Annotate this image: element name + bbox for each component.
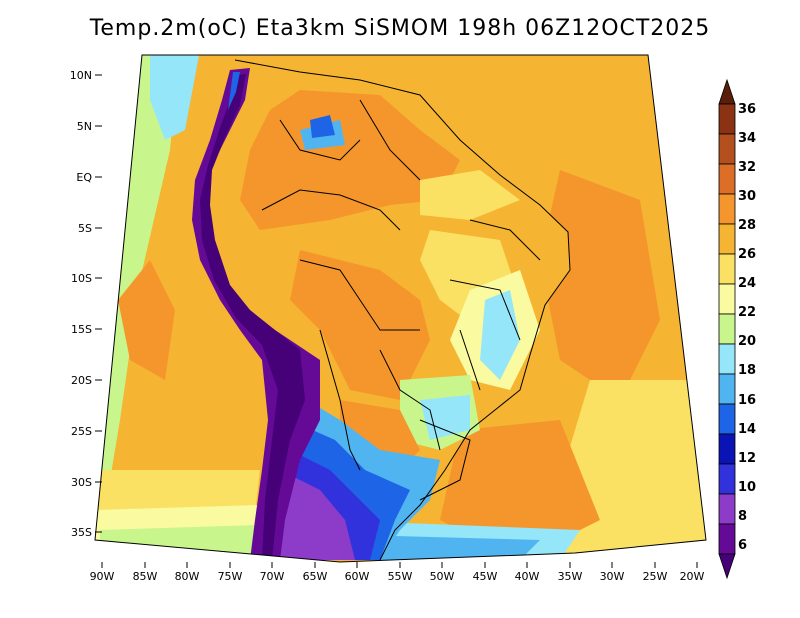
map-title: Temp.2m(oC) Eta3km SiSMOM 198h 06Z12OCT2… [89,16,711,41]
lon-label: 50W [430,570,455,583]
colorbar-label: 18 [738,363,756,378]
lon-label: 70W [260,570,285,583]
lat-label: 10N [70,69,92,82]
colorbar-segments [718,78,736,580]
lon-label: 35W [558,570,583,583]
longitude-axis: 90W 85W 80W 75W 70W 65W 60W 55W 50W 45W … [90,562,705,583]
colorbar-segment [718,223,736,255]
lon-label: 45W [473,570,498,583]
colorbar-label: 6 [738,538,747,553]
lon-label: 90W [90,570,115,583]
lat-label: 10S [71,272,92,285]
lat-label: 15S [71,323,92,336]
lon-label: 60W [345,570,370,583]
lat-label: 25S [71,425,92,438]
colorbar-segment [718,78,736,105]
lat-label: 5S [78,222,92,235]
colorbar-segment [718,493,736,525]
colorbar-label: 12 [738,451,756,466]
colorbar-segment [718,343,736,375]
colorbar-segment [718,163,736,195]
colorbar-label: 32 [738,160,756,175]
lat-label: 30S [71,476,92,489]
colorbar-label: 14 [738,422,756,437]
colorbar-segment [718,523,736,555]
lat-label: EQ [76,171,92,184]
colorbar: 36 34 32 30 28 26 24 22 20 18 16 14 12 1… [718,78,756,580]
colorbar-label: 16 [738,393,756,408]
colorbar-label: 26 [738,247,756,262]
colorbar-segment [718,193,736,225]
colorbar-label: 34 [738,131,756,146]
colorbar-segment [718,283,736,315]
colorbar-segment [718,433,736,465]
lon-label: 40W [515,570,540,583]
map-field [95,55,706,562]
colorbar-label: 28 [738,218,756,233]
lat-label: 20S [71,374,92,387]
lon-label: 75W [218,570,243,583]
colorbar-label: 8 [738,509,747,524]
lon-label: 30W [600,570,625,583]
map-frame [94,54,707,563]
colorbar-label: 22 [738,305,756,320]
country-borders [234,59,571,561]
colorbar-label: 20 [738,334,756,349]
lon-label: 25W [643,570,668,583]
colorbar-label: 30 [738,189,756,204]
colorbar-segment [718,463,736,495]
lon-label: 20W [680,570,705,583]
colorbar-label: 10 [738,480,756,495]
lon-label: 55W [388,570,413,583]
lon-label: 85W [133,570,158,583]
colorbar-segment [718,103,736,135]
lat-label: 35S [71,526,92,539]
colorbar-segment [718,403,736,435]
colorbar-segment [718,133,736,165]
colorbar-labels: 36 34 32 30 28 26 24 22 20 18 16 14 12 1… [738,102,756,553]
lon-label: 65W [303,570,328,583]
colorbar-label: 24 [738,276,756,291]
colorbar-segment [718,253,736,285]
colorbar-segment [718,373,736,405]
latitude-axis: 10N 5N EQ 5S 10S 15S 20S 25S 30S 35S [70,69,102,539]
colorbar-segment [718,553,736,580]
colorbar-segment [718,313,736,345]
lat-label: 5N [77,120,92,133]
colorbar-label: 36 [738,102,756,117]
lon-label: 80W [175,570,200,583]
